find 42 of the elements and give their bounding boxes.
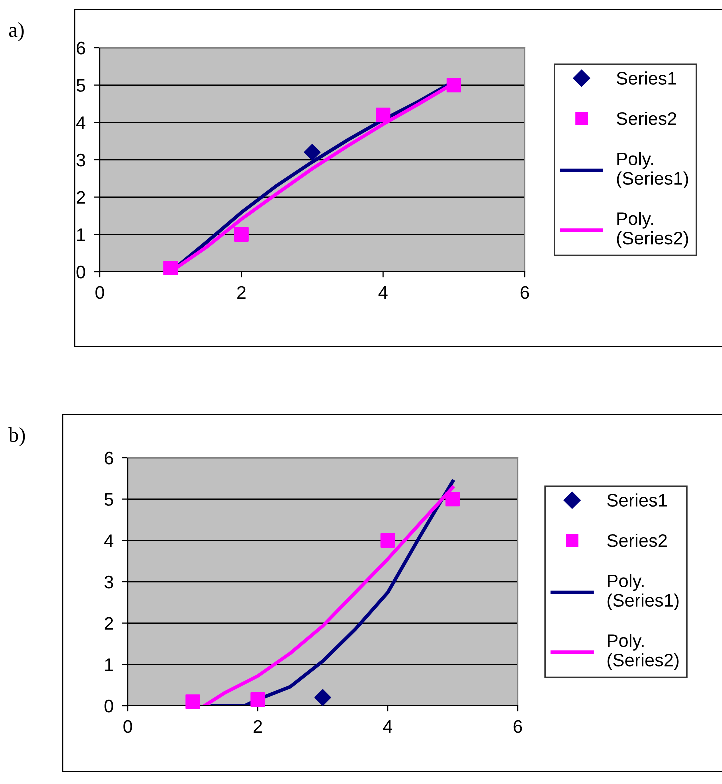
y-tick-label: 4 xyxy=(76,116,86,130)
y-tick-label: 5 xyxy=(76,79,86,92)
y-tick-label: 4 xyxy=(104,534,114,548)
chart-title: a) xyxy=(9,22,24,42)
x-tick-label: 0 xyxy=(124,720,132,734)
y-tick-label: 1 xyxy=(105,658,114,672)
point xyxy=(446,492,460,507)
point xyxy=(164,260,178,276)
x-tick-label: 2 xyxy=(254,720,262,733)
point xyxy=(376,108,391,122)
x-tick-label: 2 xyxy=(238,286,246,299)
x-tick-label: 6 xyxy=(520,286,530,300)
x-tick-label: 0 xyxy=(96,286,104,300)
x-tick-label: 6 xyxy=(514,720,522,734)
point xyxy=(314,689,332,706)
y-tick-label: 3 xyxy=(76,154,86,167)
y-tick-label: 5 xyxy=(104,493,114,506)
legend-label: Poly. (Series1) xyxy=(617,152,688,189)
y-tick-label: 0 xyxy=(76,266,86,279)
legend-label: Series1 xyxy=(608,494,668,507)
legend-label: Series2 xyxy=(616,112,676,126)
legend-label: Series1 xyxy=(616,72,676,85)
point xyxy=(234,227,249,242)
x-tick-label: 4 xyxy=(378,286,388,299)
legend-label: Poly. (Series1) xyxy=(608,574,679,611)
chart-title: b) xyxy=(8,428,26,446)
legend-label: Poly. (Series2) xyxy=(608,634,679,670)
point xyxy=(304,144,321,161)
legend-label: Poly. (Series2) xyxy=(617,212,688,248)
y-tick-label: 3 xyxy=(104,576,114,589)
y-tick-label: 0 xyxy=(104,700,114,713)
y-tick-label: 6 xyxy=(76,42,86,55)
point xyxy=(186,694,200,710)
point xyxy=(380,533,396,548)
point xyxy=(250,692,266,708)
x-tick-label: 4 xyxy=(383,720,392,733)
y-tick-label: 1 xyxy=(77,228,86,242)
point xyxy=(446,78,462,93)
y-tick-label: 2 xyxy=(76,191,86,204)
y-tick-label: 6 xyxy=(104,452,114,465)
legend-label: Series2 xyxy=(608,534,667,548)
y-tick-label: 2 xyxy=(104,617,114,630)
